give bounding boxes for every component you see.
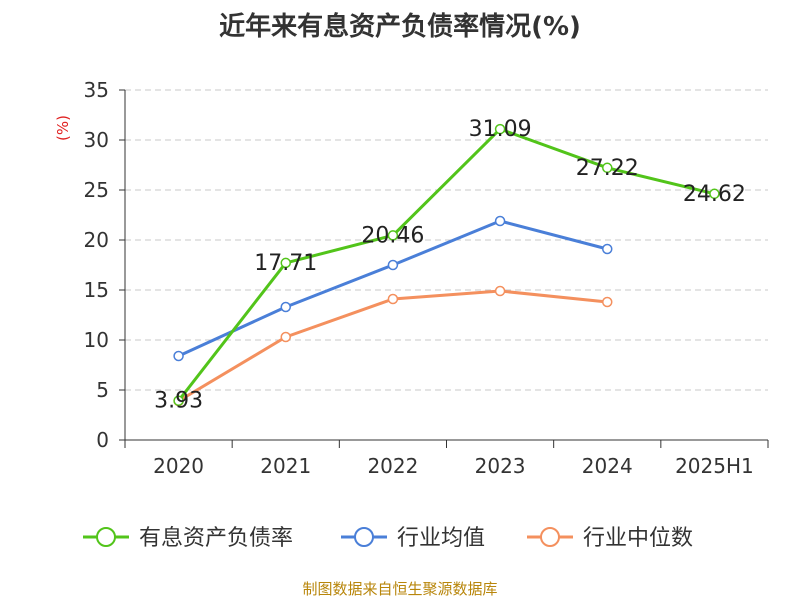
- y-tick-label: 20: [84, 228, 109, 252]
- data-label: 24.62: [683, 182, 746, 207]
- chart-title: 近年来有息资产负债率情况(%): [219, 12, 581, 42]
- legend: 有息资产负债率 行业均值 行业中位数: [83, 526, 693, 551]
- data-label: 3.93: [154, 389, 203, 414]
- series-line: [177, 289, 608, 403]
- legend-marker: [540, 527, 560, 547]
- x-tick-label: 2020: [153, 454, 204, 478]
- legend-label: 有息资产负债率: [139, 526, 293, 551]
- data-point: [602, 243, 613, 255]
- legend-label: 行业中位数: [583, 526, 693, 551]
- data-point: [173, 350, 184, 362]
- x-tick-label: 2023: [475, 454, 526, 478]
- data-label: 31.09: [469, 117, 532, 142]
- data-point: [602, 296, 613, 308]
- data-point: [173, 395, 184, 406]
- y-tick-label: 35: [84, 78, 109, 102]
- data-point: [280, 331, 291, 343]
- data-point: [387, 293, 399, 305]
- y-tick-label: 10: [84, 328, 109, 352]
- x-tick-label: 2021: [260, 454, 311, 478]
- series-lines: [173, 123, 720, 407]
- x-tick-label: 2025H1: [675, 454, 754, 478]
- data-point: [709, 188, 720, 200]
- data-label: 17.71: [254, 251, 317, 276]
- x-tick-label: 2022: [367, 454, 418, 478]
- y-tick-label: 0: [96, 428, 109, 452]
- data-labels: 3.93 17.71 20.46 31.09 27.22 24.62: [154, 117, 746, 414]
- grid-lines: [125, 89, 768, 391]
- data-point: [280, 257, 291, 269]
- data-point: [602, 162, 613, 174]
- legend-marker: [354, 527, 374, 547]
- axes: 0 5 10 15 20 25 30 35 (%) 2020 2021 2022 2023 2024 202…: [54, 78, 769, 478]
- y-tick-label: 30: [84, 128, 109, 152]
- y-axis-label: (%): [54, 115, 72, 141]
- y-tick-label: 5: [96, 378, 109, 402]
- data-point: [494, 215, 506, 227]
- y-tick-label: 25: [84, 178, 109, 202]
- series-line: [177, 127, 715, 402]
- y-tick-label: 15: [84, 278, 109, 302]
- x-tick-label: 2024: [582, 454, 633, 478]
- data-point: [494, 123, 506, 135]
- legend-label: 行业均值: [397, 526, 485, 551]
- data-point: [387, 230, 399, 241]
- data-label: 27.22: [576, 156, 639, 181]
- legend-marker: [96, 527, 116, 547]
- source-note: 制图数据来自恒生聚源数据库: [302, 580, 498, 598]
- data-label: 20.46: [361, 223, 424, 248]
- data-point: [387, 259, 399, 271]
- data-point: [280, 301, 291, 313]
- data-point: [494, 285, 506, 297]
